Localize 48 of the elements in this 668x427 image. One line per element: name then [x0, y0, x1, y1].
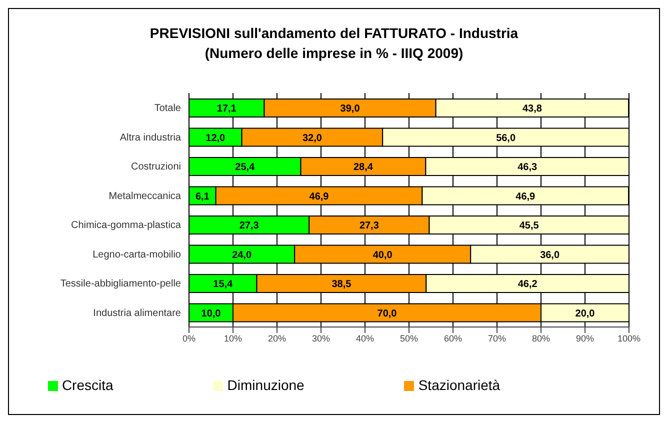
data-label: 46,9 [516, 191, 536, 202]
chart-subtitle: (Numero delle imprese in % - IIIQ 2009) [204, 44, 464, 63]
x-tick-label: 50% [400, 333, 418, 344]
x-tick-label: 0% [182, 333, 196, 344]
legend-label: Diminuzione [227, 377, 304, 393]
data-label: 56,0 [496, 132, 516, 144]
x-tick-label: 40% [356, 333, 374, 344]
x-tick-label: 60% [444, 333, 462, 344]
data-label: 38,5 [332, 279, 352, 290]
y-tick-label: Metalmeccanica [108, 190, 182, 202]
data-label: 6,1 [195, 191, 210, 202]
x-tick-label: 10% [224, 333, 242, 344]
data-label: 46,3 [518, 162, 538, 174]
data-label: 46,2 [518, 279, 538, 290]
data-label: 27,3 [359, 220, 380, 232]
data-label: 40,0 [372, 250, 393, 261]
x-tick-label: 80% [532, 333, 550, 344]
data-label: 10,0 [201, 308, 222, 320]
y-tick-label: Costruzioni [130, 162, 181, 173]
data-label: 32,0 [302, 132, 322, 144]
data-label: 70,0 [377, 308, 398, 320]
data-label: 27,3 [239, 220, 260, 232]
data-label: 28,4 [354, 162, 374, 174]
data-label: 12,0 [206, 132, 226, 144]
y-tick-label: Legno-carta-mobilio [92, 249, 182, 260]
data-label: 36,0 [540, 250, 560, 261]
y-tick-label: Altra industria [120, 132, 182, 144]
x-tick-label: 100% [617, 333, 641, 344]
data-label: 20,0 [575, 308, 596, 320]
data-label: 17,1 [216, 104, 237, 115]
y-tick-label: Industria alimentare [93, 308, 182, 319]
data-label: 15,4 [213, 279, 234, 290]
data-label: 43,8 [522, 104, 542, 115]
y-tick-label: Tessile-abbigliamento-pelle [60, 278, 182, 290]
legend-label: Crescita [62, 377, 114, 393]
y-tick-label: Totale [154, 103, 182, 114]
y-tick-label: Chimica-gomma-plastica [70, 220, 182, 232]
x-tick-label: 30% [312, 333, 330, 344]
data-label: 24,0 [232, 250, 252, 261]
data-label: 25,4 [235, 162, 256, 174]
x-tick-label: 90% [576, 333, 594, 344]
data-label: 45,5 [519, 220, 540, 232]
data-label: 39,0 [340, 104, 360, 115]
data-label: 46,9 [309, 191, 330, 202]
x-tick-label: 70% [488, 333, 506, 344]
legend-label: Stazionarietà [418, 377, 500, 393]
chart-title: PREVISIONI sull'andamento del FATTURATO - Industria [148, 24, 520, 43]
x-tick-label: 20% [268, 333, 286, 344]
